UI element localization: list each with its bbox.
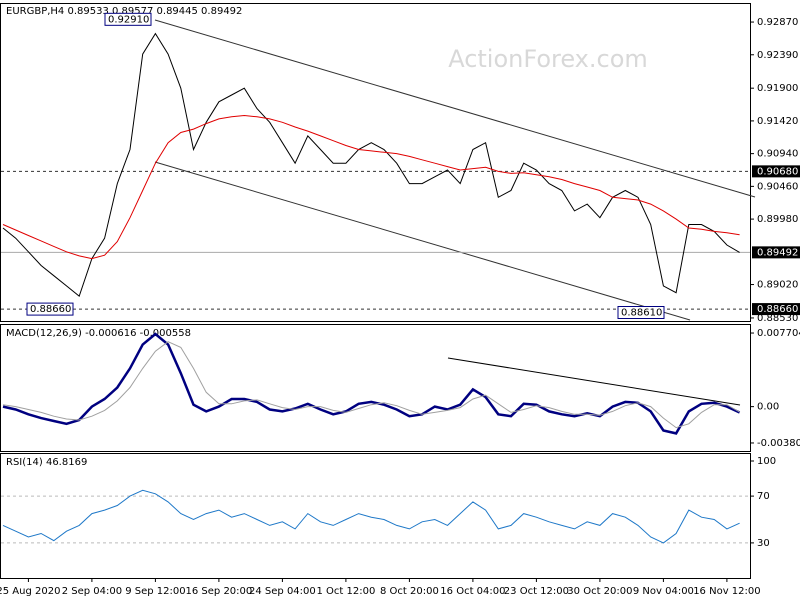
main-title: EURGBP,H4 0.89533 0.89577 0.89445 0.8949… xyxy=(6,6,242,17)
x-tick-label: 2 Sep 04:00 xyxy=(62,586,122,597)
series-line xyxy=(2,489,740,544)
y-tick-label: 0.00 xyxy=(757,402,779,413)
level-label-box xyxy=(752,165,800,178)
rsi-frame xyxy=(0,453,751,579)
annotation-label: 0.88610 xyxy=(621,308,662,319)
x-tick-label: 16 Oct 04:00 xyxy=(440,586,505,597)
main-frame xyxy=(0,3,751,322)
annotation-box xyxy=(617,306,665,319)
y-tick-label: 0.92390 xyxy=(757,50,798,61)
x-tick-label: 16 Sep 20:00 xyxy=(186,586,253,597)
x-tick-label: 30 Oct 20:00 xyxy=(567,586,632,597)
y-tick-label: 0.92870 xyxy=(757,17,798,28)
watermark: ActionForex.com xyxy=(448,45,648,73)
series-line xyxy=(2,341,740,429)
x-tick-label: 25 Aug 2020 xyxy=(0,586,60,597)
level-label: 0.90680 xyxy=(757,166,798,177)
x-tick-label: 24 Sep 04:00 xyxy=(249,586,316,597)
level-label-box xyxy=(752,303,800,316)
y-tick-label: 0.89980 xyxy=(757,214,798,225)
last-price-box xyxy=(752,246,800,259)
level-label: 0.88660 xyxy=(757,304,798,315)
annotation-box xyxy=(104,12,152,26)
series-line xyxy=(2,32,740,297)
x-tick-label: 8 Oct 20:00 xyxy=(380,586,439,597)
y-tick-label: 100 xyxy=(757,456,776,467)
macd-title: MACD(12,26,9) -0.000616 -0.000558 xyxy=(6,328,191,339)
rsi-title: RSI(14) 46.8169 xyxy=(6,457,87,468)
last-price-label: 0.89492 xyxy=(757,247,798,258)
y-tick-label: 0.007704 xyxy=(757,328,800,339)
frames xyxy=(0,3,751,579)
channel-upper xyxy=(154,19,756,198)
y-tick-label: 0.88530 xyxy=(757,313,798,324)
x-tick-label: 9 Nov 04:00 xyxy=(633,586,694,597)
x-tick-label: 23 Oct 12:00 xyxy=(504,586,569,597)
series-line xyxy=(2,332,741,435)
x-tick-label: 16 Nov 12:00 xyxy=(693,586,760,597)
x-tick-label: 9 Sep 12:00 xyxy=(125,586,185,597)
y-tick-label: 0.89020 xyxy=(757,280,798,291)
series-line xyxy=(2,114,740,260)
y-tick-label: 30 xyxy=(757,538,770,549)
y-tick-label: 0.91420 xyxy=(757,116,798,127)
y-tick-label: 0.90460 xyxy=(757,181,798,192)
channel-lower xyxy=(154,161,691,321)
macd-trendline xyxy=(447,357,741,406)
annotation-box xyxy=(26,302,74,316)
y-tick-label: 0.90940 xyxy=(757,149,798,160)
macd-frame xyxy=(0,324,751,452)
y-tick-label: 0.91900 xyxy=(757,83,798,94)
y-tick-label: 70 xyxy=(757,491,770,502)
y-tick-label: -0.003804 xyxy=(757,438,800,449)
annotation-label: 0.92910 xyxy=(108,14,149,25)
annotation-label: 0.88660 xyxy=(30,304,71,315)
x-tick-label: 1 Oct 12:00 xyxy=(316,586,375,597)
